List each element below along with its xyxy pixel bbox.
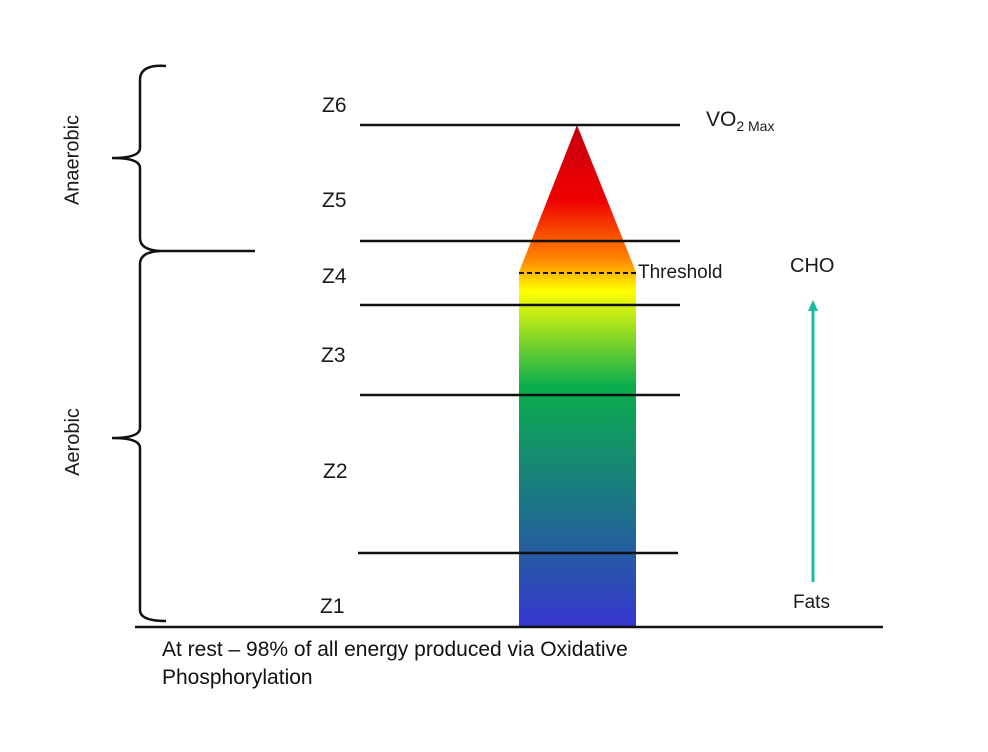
zone-label-z4: Z4 xyxy=(322,265,347,288)
intensity-gradient-shape xyxy=(519,125,636,627)
anaerobic-label: Anaerobic xyxy=(61,114,84,206)
caption-line-1: At rest – 98% of all energy produced via… xyxy=(162,638,628,661)
vo2max-main: VO xyxy=(706,108,737,131)
caption-line-2: Phosphorylation xyxy=(162,666,313,689)
vo2max-subscript: 2 Max xyxy=(736,118,775,134)
fuel-top-label: CHO xyxy=(790,255,835,277)
aerobic-brace xyxy=(111,249,167,623)
aerobic-label: Aerobic xyxy=(62,408,84,476)
caption: At rest – 98% of all energy produced via… xyxy=(162,636,628,692)
vo2max-label: VO2 Max xyxy=(706,109,774,133)
arrow-up-icon xyxy=(808,300,818,311)
zone-label-z5: Z5 xyxy=(322,189,347,212)
threshold-label: Threshold xyxy=(638,262,723,283)
zone-label-z2: Z2 xyxy=(323,460,348,483)
zone-label-z6: Z6 xyxy=(322,94,347,117)
zone-label-z3: Z3 xyxy=(321,344,346,367)
fuel-bottom-label: Fats xyxy=(793,592,830,613)
zone-label-z1: Z1 xyxy=(320,595,345,618)
anaerobic-brace xyxy=(111,64,255,253)
